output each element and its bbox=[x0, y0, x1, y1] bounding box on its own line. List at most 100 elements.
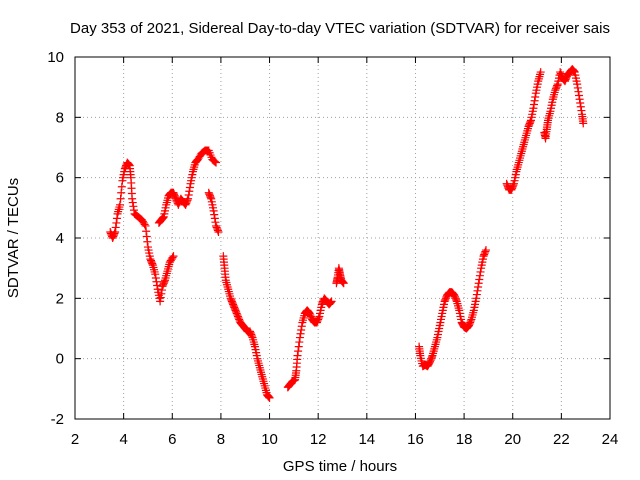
data-point bbox=[143, 237, 152, 246]
data-point bbox=[573, 83, 582, 92]
data-point bbox=[466, 316, 475, 325]
data-point bbox=[295, 333, 304, 342]
y-axis-label: SDTVAR / TECUs bbox=[5, 178, 22, 298]
data-point bbox=[129, 206, 138, 215]
data-point bbox=[111, 227, 120, 236]
data-point bbox=[159, 213, 168, 222]
data-point bbox=[294, 342, 303, 351]
data-point bbox=[427, 353, 436, 362]
data-point bbox=[577, 106, 586, 115]
data-point bbox=[296, 329, 305, 338]
data-point bbox=[110, 229, 119, 238]
data-point bbox=[297, 326, 306, 335]
data-point bbox=[184, 191, 193, 200]
x-axis-label: GPS time / hours bbox=[283, 458, 397, 475]
data-point bbox=[211, 218, 220, 227]
x-tick-label: 16 bbox=[407, 431, 424, 448]
data-point bbox=[152, 277, 161, 286]
data-point bbox=[142, 227, 151, 236]
data-point bbox=[576, 102, 585, 111]
data-point bbox=[210, 214, 219, 223]
data-point bbox=[153, 281, 162, 290]
data-point bbox=[183, 196, 192, 205]
data-point bbox=[112, 214, 121, 223]
data-point bbox=[481, 247, 490, 256]
x-tick-label: 8 bbox=[217, 431, 225, 448]
x-tick-label: 14 bbox=[358, 431, 375, 448]
data-point bbox=[111, 223, 120, 232]
chart-title: Day 353 of 2021, Sidereal Day-to-day VTE… bbox=[70, 20, 610, 37]
data-point bbox=[326, 298, 335, 307]
y-tick-label: -2 bbox=[51, 411, 64, 428]
data-point bbox=[530, 100, 539, 109]
y-tick-label: 10 bbox=[47, 49, 64, 66]
data-point bbox=[474, 283, 483, 292]
data-point bbox=[140, 220, 149, 229]
data-point bbox=[295, 338, 304, 347]
data-point bbox=[481, 246, 490, 255]
data-point bbox=[474, 279, 483, 288]
data-point bbox=[142, 232, 151, 241]
data-point bbox=[264, 393, 273, 402]
data-point bbox=[213, 226, 222, 235]
data-point bbox=[475, 275, 484, 284]
data-point bbox=[117, 182, 126, 191]
data-point bbox=[157, 286, 166, 295]
data-point bbox=[129, 202, 138, 211]
data-point bbox=[476, 267, 485, 276]
data-point bbox=[214, 227, 223, 236]
data-point bbox=[327, 297, 336, 306]
data-point bbox=[529, 104, 538, 113]
data-point bbox=[151, 270, 160, 279]
data-point bbox=[156, 297, 165, 306]
data-point bbox=[574, 91, 583, 100]
data-point bbox=[576, 99, 585, 108]
data-point bbox=[156, 293, 165, 302]
data-point bbox=[452, 295, 461, 304]
data-point bbox=[569, 66, 578, 75]
data-point bbox=[293, 351, 302, 360]
data-point bbox=[509, 181, 518, 190]
data-point bbox=[124, 160, 133, 169]
data-point bbox=[530, 96, 539, 105]
data-point bbox=[148, 259, 157, 268]
data-point bbox=[553, 81, 562, 90]
data-point bbox=[125, 160, 134, 169]
data-point bbox=[472, 294, 481, 303]
data-point bbox=[339, 278, 348, 287]
data-point bbox=[112, 218, 121, 227]
data-point bbox=[570, 67, 579, 76]
data-point bbox=[210, 210, 219, 219]
data-point bbox=[326, 298, 335, 307]
x-tick-label: 2 bbox=[71, 431, 79, 448]
x-tick-label: 4 bbox=[119, 431, 127, 448]
data-point bbox=[526, 117, 535, 126]
data-points bbox=[106, 65, 588, 402]
data-point bbox=[314, 313, 323, 322]
x-tick-label: 22 bbox=[553, 431, 570, 448]
data-point bbox=[158, 214, 167, 223]
data-point bbox=[579, 119, 588, 128]
data-point bbox=[338, 277, 347, 286]
data-point bbox=[157, 289, 166, 298]
data-point bbox=[210, 157, 219, 166]
data-point bbox=[575, 95, 584, 104]
data-point bbox=[339, 279, 348, 288]
data-point bbox=[531, 92, 540, 101]
data-point bbox=[574, 87, 583, 96]
data-point bbox=[294, 347, 303, 356]
data-point bbox=[141, 221, 150, 230]
data-point bbox=[184, 194, 193, 203]
data-point bbox=[212, 158, 221, 167]
y-tick-label: 8 bbox=[56, 109, 64, 126]
data-point bbox=[211, 157, 220, 166]
data-point bbox=[536, 68, 545, 77]
x-tick-label: 20 bbox=[504, 431, 521, 448]
data-point bbox=[206, 193, 215, 202]
y-tick-label: 6 bbox=[56, 170, 64, 187]
data-point bbox=[573, 80, 582, 89]
data-point bbox=[209, 206, 218, 215]
